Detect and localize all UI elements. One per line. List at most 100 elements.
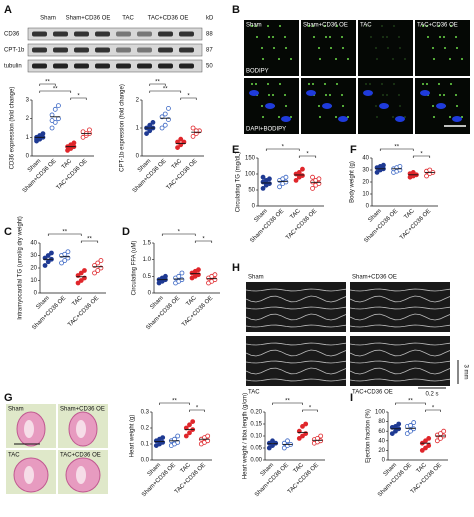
data-point [40,131,46,137]
significance-label: ** [163,87,168,93]
x-tick-label: TAC [185,295,198,308]
lipid-droplet [325,36,327,38]
y-tick-label: 20 [378,448,385,454]
significance-bracket [189,409,205,412]
kd-value: 88 [206,32,213,38]
echo-trace [349,342,451,346]
y-axis-label: Circulating FFA (uM) [132,241,138,296]
lipid-droplet [341,36,343,38]
significance-bracket [80,240,99,243]
lipid-droplet [278,58,280,60]
lipid-droplet [335,116,337,118]
lipid-droplet [455,94,457,96]
data-point [49,112,55,118]
data-point [396,421,402,427]
lipid-droplet [267,25,269,27]
significance-label: * [77,94,80,100]
nucleus [265,103,275,109]
lipid-droplet [268,94,270,96]
echo-trace [245,306,347,310]
data-point [419,447,425,453]
blot-band [95,63,110,69]
lipid-droplet [341,94,343,96]
data-point [160,435,166,441]
x-tick-label: TAC+CD36 OE [181,295,214,328]
echo-label: Sham [248,275,264,281]
lipid-droplet [449,116,451,118]
significance-bracket [412,155,431,158]
lipid-droplet [318,47,320,49]
data-point [411,420,417,425]
blot-strip [27,43,203,57]
data-point [78,278,84,283]
lipid-droplet [381,83,383,85]
data-point [178,136,184,142]
nucleus [322,103,332,109]
lipid-droplet [330,47,332,49]
lipid-droplet [347,116,349,118]
significance-bracket [272,402,303,405]
panel-letter: I [350,392,353,404]
data-point [159,125,165,131]
x-tick-label: TAC [293,462,306,475]
blot-band [137,31,152,37]
data-point [293,177,299,183]
data-point [281,445,287,451]
lipid-droplet [456,47,458,49]
y-tick-label: 0 [34,291,38,297]
x-tick-label: TAC [61,158,74,171]
data-point [179,277,185,283]
data-point [56,103,61,108]
data-point [434,438,440,444]
y-tick-label: 100 [245,172,256,178]
echo-trace [245,342,347,346]
lipid-droplet [456,105,458,107]
blot-band [32,63,47,69]
y-tick-label: 0.10 [250,434,262,440]
lipid-droplet [399,105,401,107]
y-tick-label: 0.15 [250,422,262,428]
blot-band [116,47,131,53]
data-point [160,439,166,445]
y-tick-label: 0.0 [141,458,150,464]
y-tick-label: 1.0 [143,257,152,263]
echo-trace [349,324,451,328]
significance-bracket [161,233,196,236]
lipid-droplet [325,94,327,96]
lipid-droplet [393,25,395,27]
data-point [52,106,58,112]
data-point [318,438,324,444]
y-tick-label: 100 [375,410,386,416]
y-tick-label: 20 [30,266,37,272]
echo-image [350,282,450,332]
significance-bracket [379,148,414,151]
axis [39,243,106,294]
significance-bracket [298,155,317,158]
lipid-droplet [439,36,441,38]
lipid-droplet [284,36,286,38]
x-tick-label: TAC [171,158,184,171]
lipid-droplet [438,83,440,85]
data-point [196,267,201,273]
significance-bracket [180,97,197,100]
data-point [427,167,433,173]
significance-bracket [194,240,213,243]
data-point [310,185,315,191]
x-tick-label: Sham [35,295,50,310]
y-axis-label: Circulating TG (mg/dL) [236,152,242,213]
scale-depth: 3 mm [462,365,468,380]
panel-letter: B [232,4,240,16]
data-point [87,127,92,133]
significance-label: ** [155,80,160,86]
image-row-label: BODIPY [246,69,269,75]
y-tick-label: 50 [248,188,255,194]
echo-trace [349,288,451,292]
data-point [95,260,101,266]
blot-band [74,63,89,69]
data-point [190,419,196,425]
data-point [205,433,211,439]
axis [264,412,325,461]
lipid-droplet [443,94,445,96]
histology-label: Sham+CD36 OE [60,407,105,413]
